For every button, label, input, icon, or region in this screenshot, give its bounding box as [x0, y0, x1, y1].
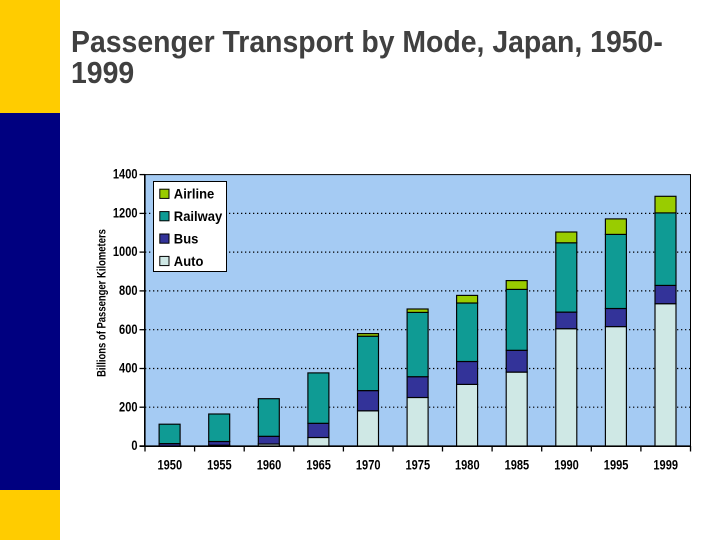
svg-text:1965: 1965	[306, 457, 331, 473]
svg-text:1975: 1975	[405, 457, 430, 473]
svg-text:1960: 1960	[257, 457, 282, 473]
svg-text:1955: 1955	[207, 457, 232, 473]
svg-text:1980: 1980	[455, 457, 480, 473]
svg-text:Auto: Auto	[174, 253, 204, 269]
svg-text:0: 0	[131, 438, 137, 454]
svg-text:Billions of Passenger Kilomete: Billions of Passenger Kilometers	[96, 229, 109, 377]
svg-text:1985: 1985	[505, 457, 530, 473]
svg-text:Airline: Airline	[174, 186, 215, 202]
svg-text:1970: 1970	[356, 457, 381, 473]
svg-text:200: 200	[119, 399, 137, 415]
svg-text:1990: 1990	[554, 457, 579, 473]
svg-text:1400: 1400	[113, 166, 138, 182]
svg-text:Railway: Railway	[174, 209, 223, 225]
svg-text:800: 800	[119, 283, 137, 299]
svg-text:Bus: Bus	[174, 231, 199, 247]
svg-text:1950: 1950	[157, 457, 182, 473]
svg-text:1200: 1200	[113, 205, 138, 221]
svg-text:400: 400	[119, 360, 137, 376]
svg-text:1999: 1999	[653, 457, 678, 473]
svg-text:1995: 1995	[604, 457, 629, 473]
svg-text:1000: 1000	[113, 244, 138, 260]
svg-text:600: 600	[119, 322, 137, 338]
